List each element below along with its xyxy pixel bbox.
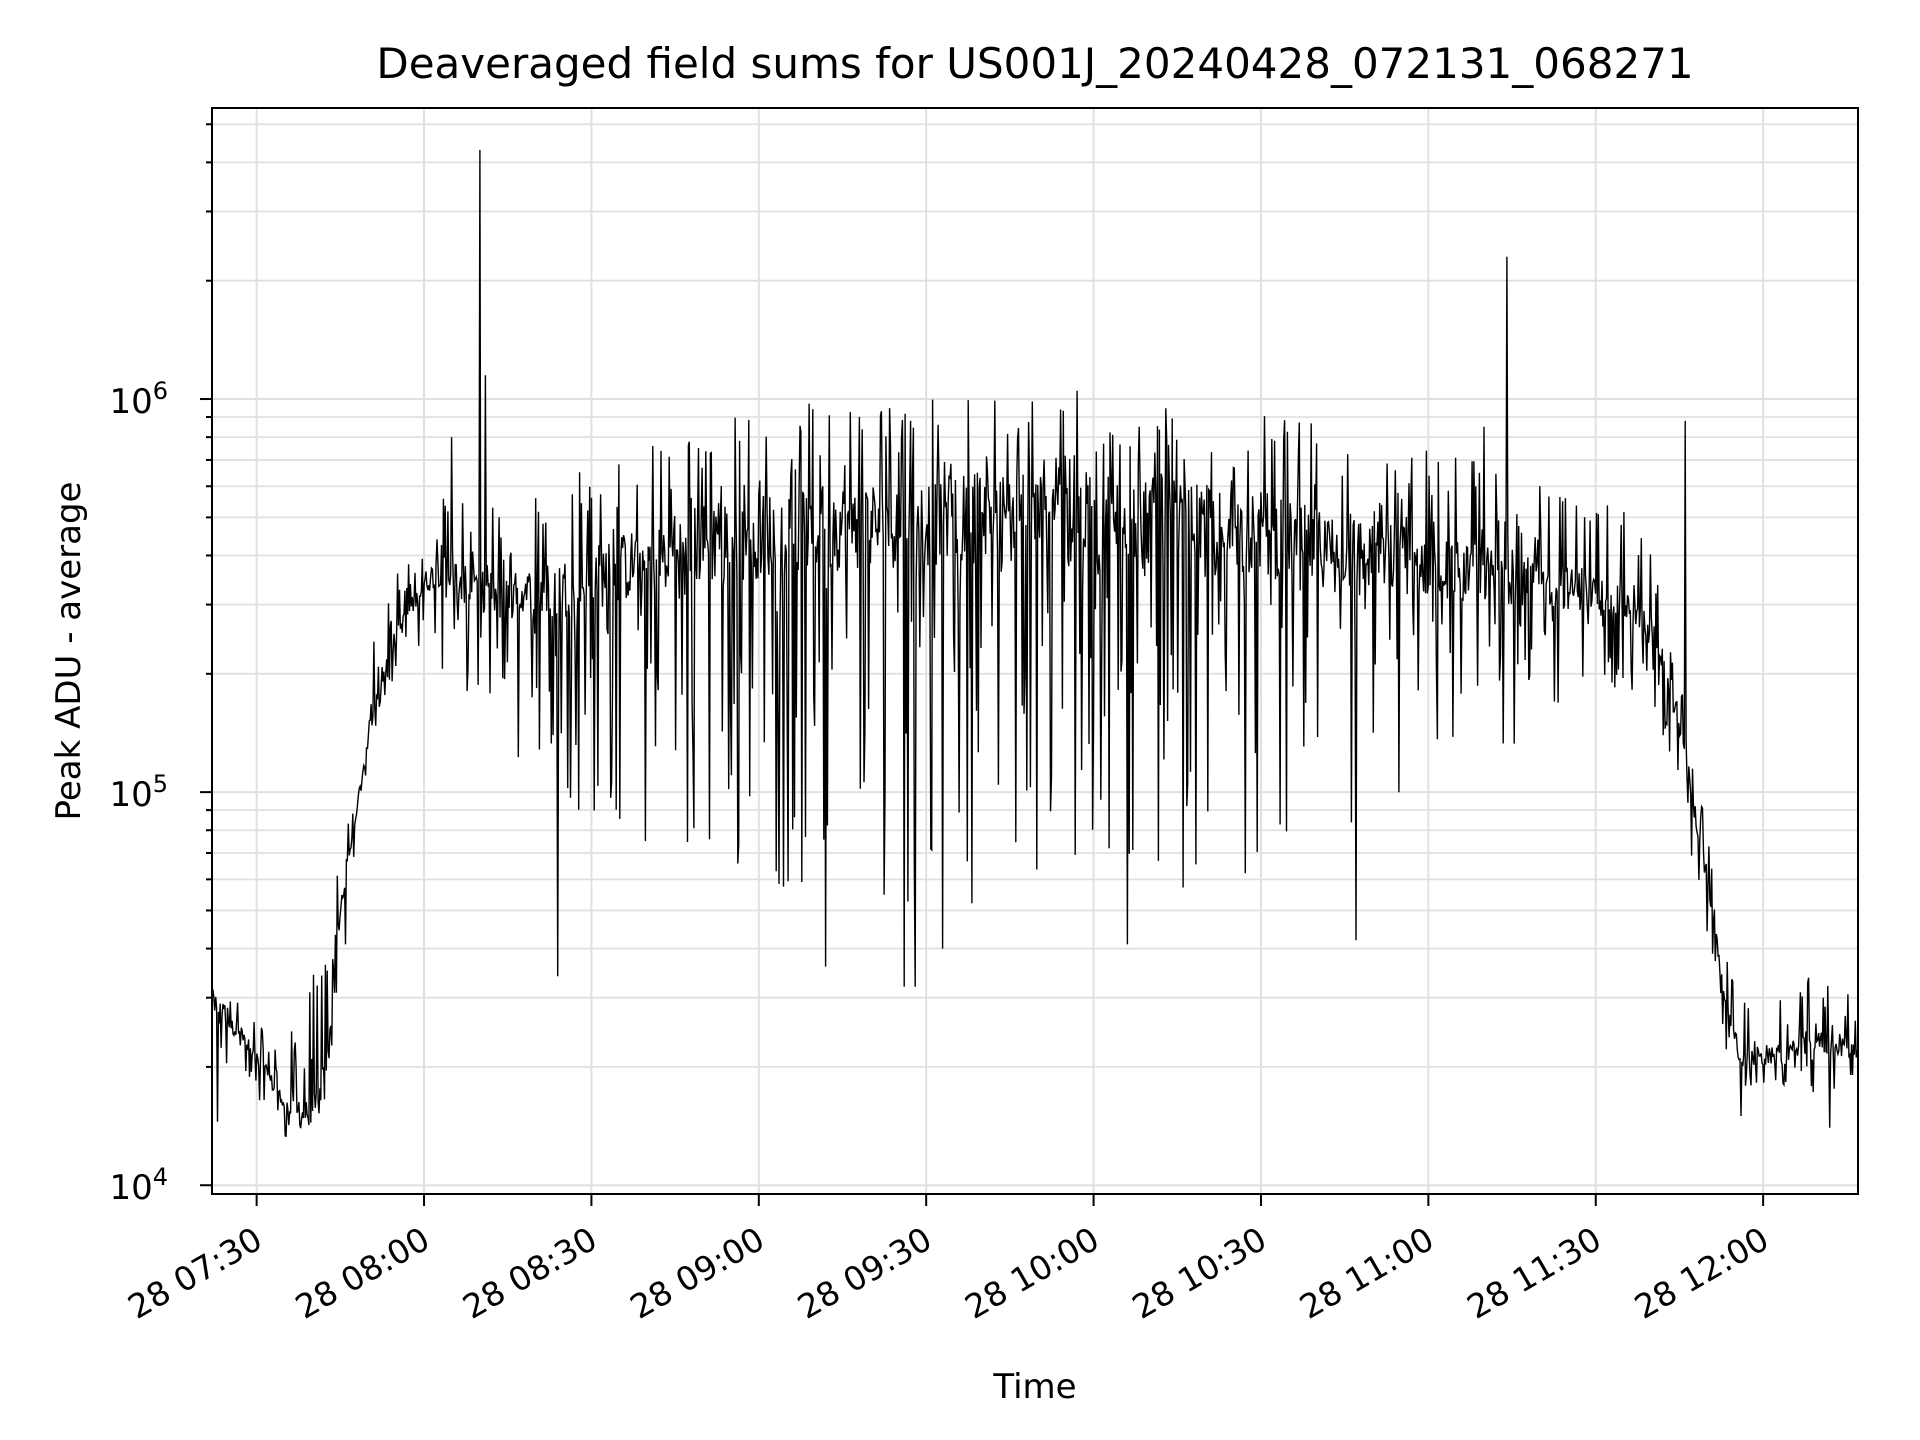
y-tick-exponent: 6 (153, 377, 168, 405)
y-tick-exponent: 4 (153, 1163, 168, 1191)
plot-data (211, 149, 1859, 1138)
y-axis-label: Peak ADU - average (49, 482, 89, 821)
data-series-line (211, 149, 1859, 1138)
grid (212, 108, 1858, 1194)
plot-frame (211, 107, 1859, 1195)
y-tick-exponent: 5 (153, 770, 168, 798)
x-axis-label: Time (992, 1367, 1076, 1407)
chart-title: Deaveraged field sums for US001J_2024042… (376, 39, 1693, 88)
